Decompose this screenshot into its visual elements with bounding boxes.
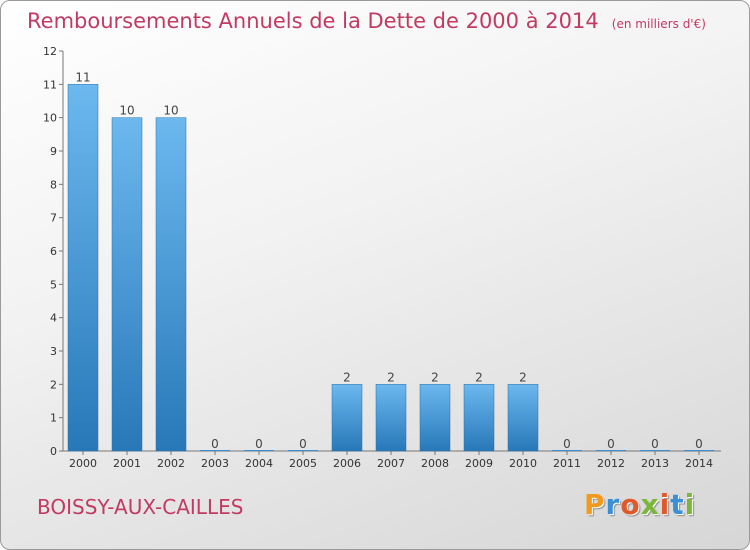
title-row: Remboursements Annuels de la Dette de 20… xyxy=(27,9,706,33)
y-tick-label: 10 xyxy=(43,112,57,125)
x-tick-label-2010: 2010 xyxy=(509,457,537,470)
value-label-2009: 2 xyxy=(475,370,483,384)
value-label-2014: 0 xyxy=(695,437,703,451)
value-label-2011: 0 xyxy=(563,437,571,451)
x-tick-label-2009: 2009 xyxy=(465,457,493,470)
logo-letter: P xyxy=(584,488,606,521)
bar-2006 xyxy=(331,384,363,452)
location-name: BOISSY-AUX-CAILLES xyxy=(37,495,244,519)
y-tick-label: 0 xyxy=(50,445,57,458)
x-tick-label-2008: 2008 xyxy=(421,457,449,470)
logo-letter: t xyxy=(670,488,685,521)
value-label-2003: 0 xyxy=(211,437,219,451)
value-label-2012: 0 xyxy=(607,437,615,451)
y-tick-label: 9 xyxy=(50,145,57,158)
value-label-2001: 10 xyxy=(119,104,134,118)
value-label-2004: 0 xyxy=(255,437,263,451)
x-tick-label-2014: 2014 xyxy=(685,457,713,470)
y-tick-label: 5 xyxy=(50,278,57,291)
y-tick-label: 8 xyxy=(50,178,57,191)
logo-letter: x xyxy=(640,488,660,521)
logo-letter: o xyxy=(620,488,641,521)
value-label-2010: 2 xyxy=(519,370,527,384)
x-tick-label-2005: 2005 xyxy=(289,457,317,470)
y-tick-label: 4 xyxy=(50,312,57,325)
x-tick-label-2001: 2001 xyxy=(113,457,141,470)
logo-letter: r xyxy=(605,488,621,521)
x-tick-label-2003: 2003 xyxy=(201,457,229,470)
y-tick-label: 2 xyxy=(50,378,57,391)
logo-letter: i xyxy=(684,488,696,521)
proxiti-logo: Proxiti xyxy=(584,488,695,521)
logo-letter: i xyxy=(659,488,671,521)
bar-2002 xyxy=(155,117,187,452)
y-tick-label: 3 xyxy=(50,345,57,358)
value-label-2005: 0 xyxy=(299,437,307,451)
bar-2009 xyxy=(463,384,495,452)
value-label-2008: 2 xyxy=(431,370,439,384)
value-label-2007: 2 xyxy=(387,370,395,384)
value-label-2002: 10 xyxy=(163,104,178,118)
y-tick-label: 7 xyxy=(50,212,57,225)
x-tick-label-2013: 2013 xyxy=(641,457,669,470)
bar-2001 xyxy=(111,117,143,452)
value-label-2013: 0 xyxy=(651,437,659,451)
bar-2007 xyxy=(375,384,407,452)
y-tick-label: 11 xyxy=(43,78,57,91)
value-label-2000: 11 xyxy=(75,70,90,84)
chart-subtitle: (en milliers d'€) xyxy=(611,17,706,31)
bar-2000 xyxy=(67,84,99,452)
chart-title: Remboursements Annuels de la Dette de 20… xyxy=(27,9,599,33)
y-tick-label: 1 xyxy=(50,412,57,425)
y-tick-label: 12 xyxy=(43,45,57,58)
value-label-2006: 2 xyxy=(343,370,351,384)
x-tick-label-2012: 2012 xyxy=(597,457,625,470)
x-tick-label-2004: 2004 xyxy=(245,457,273,470)
x-tick-label-2011: 2011 xyxy=(553,457,581,470)
x-tick-label-2002: 2002 xyxy=(157,457,185,470)
y-tick-label: 6 xyxy=(50,245,57,258)
x-tick-label-2000: 2000 xyxy=(69,457,97,470)
x-tick-label-2006: 2006 xyxy=(333,457,361,470)
bar-2008 xyxy=(419,384,451,452)
x-tick-label-2007: 2007 xyxy=(377,457,405,470)
bar-2010 xyxy=(507,384,539,452)
